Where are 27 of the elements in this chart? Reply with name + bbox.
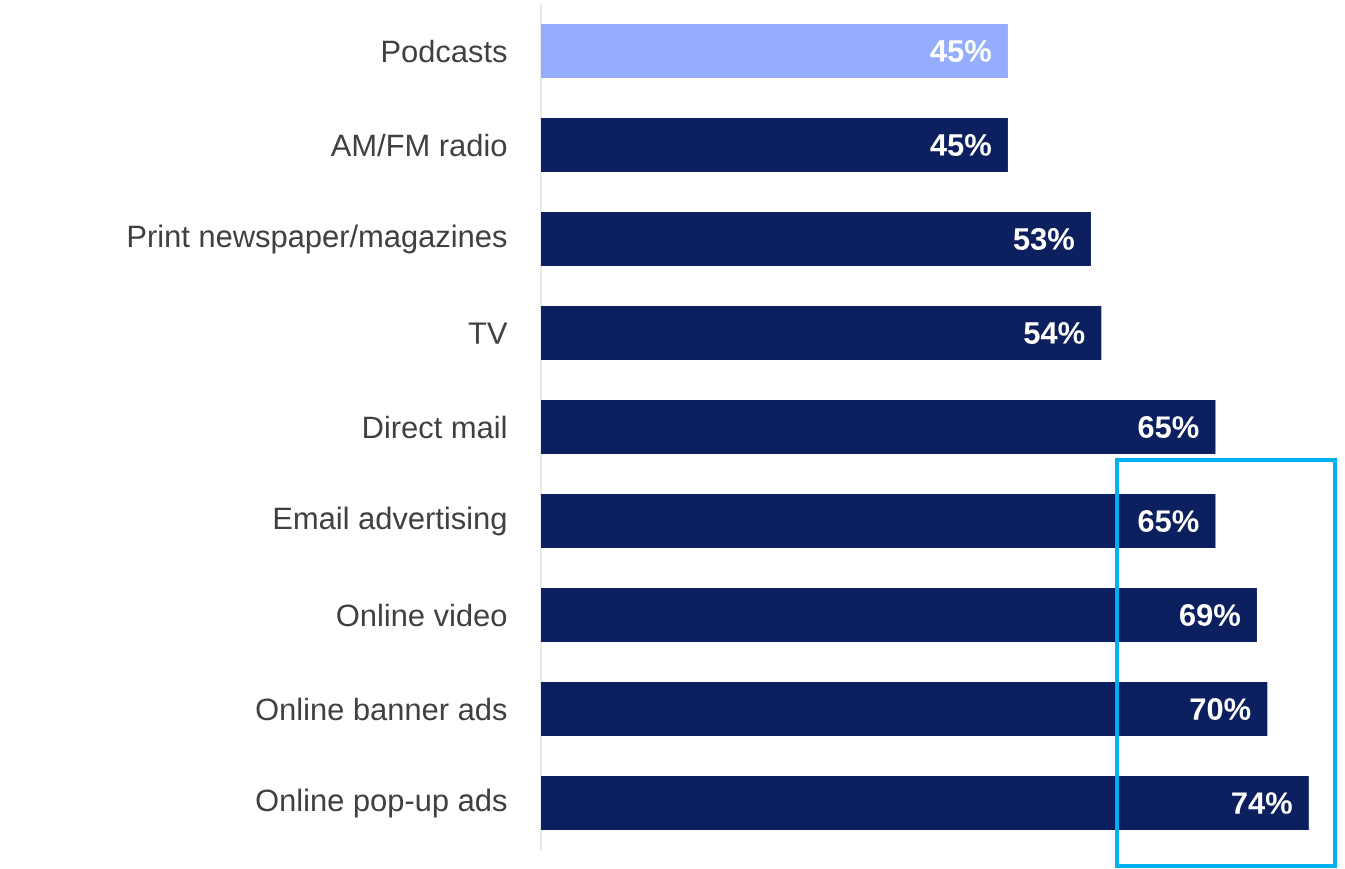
bar [541, 776, 1309, 831]
y-tick-label: Print newspaper/magazines [128, 224, 507, 254]
y-tick-label: AM/FM radio [330, 133, 507, 157]
y-tick-label: Online pop-up ads [256, 788, 507, 818]
bar [541, 24, 1008, 79]
data-label: 45% [930, 40, 991, 62]
y-tick-label: Online video [337, 603, 507, 627]
data-label: 69% [1180, 604, 1240, 626]
data-label: 70% [1190, 698, 1251, 720]
bar [541, 400, 1216, 455]
data-label: 45% [930, 134, 991, 156]
data-label: 74% [1232, 792, 1292, 814]
bar [541, 118, 1008, 173]
bar [541, 494, 1216, 549]
y-tick-label: Email advertising [274, 506, 506, 536]
data-label: 54% [1024, 322, 1085, 344]
bar [541, 306, 1102, 361]
y-tick-label: Direct mail [364, 415, 506, 439]
data-label: 65% [1138, 510, 1199, 532]
data-label: 53% [1013, 228, 1074, 250]
bar [541, 212, 1091, 267]
y-tick-label: Online banner ads [256, 697, 507, 721]
y-tick-label: TV [468, 322, 508, 344]
bar [541, 682, 1268, 737]
bar [541, 588, 1257, 643]
data-label: 65% [1138, 416, 1199, 438]
y-tick-label: Podcasts [382, 39, 507, 63]
